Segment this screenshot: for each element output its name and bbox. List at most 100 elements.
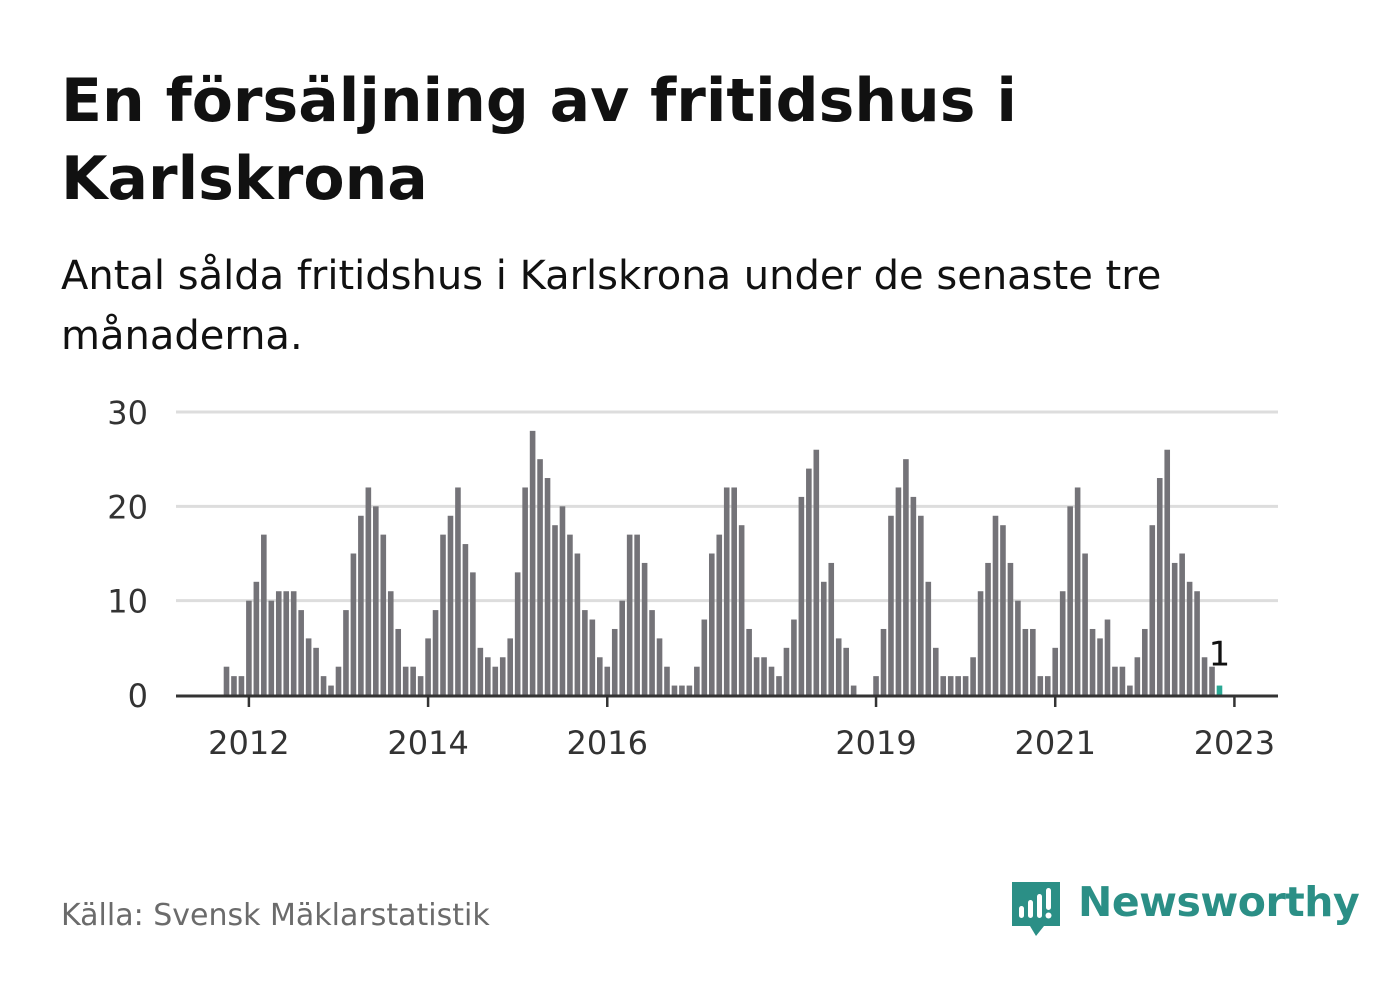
bar: [253, 581, 260, 695]
bar: [544, 478, 551, 695]
bar: [828, 562, 835, 695]
bar: [664, 666, 670, 695]
bar: [395, 628, 402, 695]
bar: [462, 544, 469, 695]
bar: [552, 525, 558, 695]
labels: 0 10 20 30 2012 2014 2016 2019 2021 2023 1: [107, 394, 1275, 762]
x-tick-label: 2021: [1015, 724, 1096, 762]
bar: [686, 685, 693, 695]
newsworthy-logo: Newsworthy: [1010, 876, 1360, 942]
bar: [1179, 553, 1185, 695]
bar: [1000, 525, 1006, 695]
bar: [492, 666, 499, 695]
bar: [313, 647, 319, 695]
bar: [798, 496, 805, 695]
bar: [708, 553, 715, 695]
bar: [373, 506, 379, 695]
bar: [432, 610, 439, 695]
bar: [738, 525, 745, 695]
bar: [440, 534, 446, 695]
x-tick-label: 2023: [1194, 724, 1275, 762]
bar: [447, 515, 454, 695]
bar: [1022, 628, 1029, 695]
bar: [1007, 562, 1014, 695]
bar: [776, 676, 782, 695]
bar: [1074, 487, 1081, 695]
bar: [903, 459, 909, 695]
bar: [985, 562, 991, 695]
bar: [358, 515, 364, 695]
bar: [992, 515, 999, 695]
bar: [932, 647, 939, 695]
bar: [925, 581, 932, 695]
bar: [537, 459, 543, 695]
bar: [529, 430, 536, 695]
bar: [223, 666, 230, 695]
bar: [604, 666, 611, 695]
bar: [268, 600, 275, 695]
bar: [701, 619, 708, 695]
bar: [1156, 478, 1163, 695]
bar: [611, 628, 618, 695]
bar: [1037, 676, 1044, 695]
bar: [567, 534, 573, 695]
bar: [947, 676, 954, 695]
bars: [223, 430, 1223, 695]
bar: [328, 685, 334, 695]
bar: [806, 468, 812, 695]
bar: [1209, 666, 1215, 695]
bar: [261, 534, 267, 695]
bar: [410, 666, 416, 695]
y-tick-label: 30: [107, 394, 148, 432]
bar: [305, 638, 312, 695]
bar: [746, 628, 752, 695]
bar: [641, 562, 648, 695]
chart-subtitle: Antal sålda fritidshus i Karlskrona unde…: [61, 253, 1162, 359]
bar: [835, 638, 842, 695]
bar: [1194, 591, 1200, 695]
newsworthy-logo-icon: [1012, 882, 1060, 936]
bar: [238, 676, 245, 695]
bar: [880, 628, 887, 695]
bar: [387, 591, 394, 695]
bar: [522, 487, 528, 695]
bar: [246, 600, 252, 695]
bar: [761, 657, 767, 695]
bar: [873, 676, 879, 695]
bar: [1119, 666, 1126, 695]
bar: [1030, 628, 1036, 695]
bar: [582, 610, 588, 695]
bar: [477, 647, 484, 695]
bar: [753, 657, 760, 695]
bar: [231, 676, 237, 695]
bar: [470, 572, 476, 695]
x-tick-label: 2019: [835, 724, 916, 762]
bar: [918, 515, 924, 695]
bar: [940, 676, 947, 695]
bar: [1015, 600, 1021, 695]
bar: [888, 515, 894, 695]
source-note: Källa: Svensk Mäklarstatistik: [61, 898, 490, 933]
bar-chart: 0 10 20 30 2012 2014 2016 2019 2021 2023 1: [107, 394, 1278, 762]
bar: [1171, 562, 1178, 695]
bar: [656, 638, 663, 695]
bar: [574, 553, 581, 695]
bar: [820, 581, 827, 695]
bar: [1127, 685, 1133, 695]
bar: [768, 666, 775, 695]
bar: [290, 591, 297, 695]
bar: [1149, 525, 1156, 695]
bar: [499, 657, 506, 695]
bar: [514, 572, 521, 695]
bar: [1104, 619, 1111, 695]
bar: [275, 591, 282, 695]
bar: [425, 638, 431, 695]
bar: [1089, 628, 1096, 695]
bar: [485, 657, 491, 695]
bar: [1112, 666, 1118, 695]
bar: [694, 666, 700, 695]
bar: [1201, 657, 1208, 695]
bar: [634, 534, 640, 695]
bar: [1059, 591, 1066, 695]
bar: [1134, 657, 1141, 695]
